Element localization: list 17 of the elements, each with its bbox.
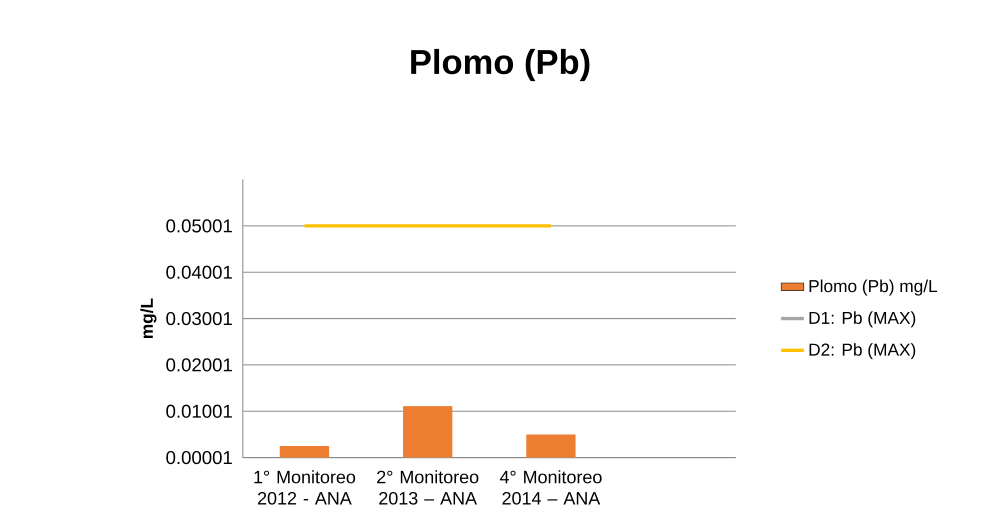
y-tick-label: 0.03001 xyxy=(166,312,232,326)
y-tick-label: 0.05001 xyxy=(166,219,232,232)
legend-label: Plomo (Pb) mg/L xyxy=(810,280,938,296)
chart-title: Plomo (Pb) xyxy=(411,48,590,82)
bar xyxy=(280,446,330,458)
x-tick-label: 2° Monitoreo 2013 – ANA xyxy=(377,470,478,505)
bar xyxy=(526,434,576,458)
legend-label: D1: Pb (MAX) xyxy=(810,311,916,328)
y-tick-label: 0.00001 xyxy=(166,450,232,464)
bar xyxy=(403,406,452,458)
y-tick-label: 0.02001 xyxy=(166,358,232,372)
x-tick-label: 1° Monitoreo 2012 - ANA xyxy=(254,470,356,505)
y-tick-label: 0.04001 xyxy=(166,266,232,279)
y-tick-label: 0.01001 xyxy=(166,404,232,418)
x-tick-label: 4° Monitoreo 2014 – ANA xyxy=(500,470,602,505)
y-axis-title: mg/L xyxy=(140,298,156,338)
legend-label: D2: Pb (MAX) xyxy=(810,343,916,360)
